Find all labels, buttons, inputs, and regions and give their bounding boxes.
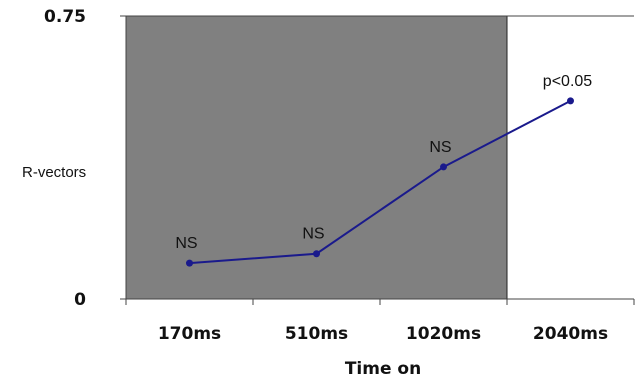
data-point — [567, 97, 574, 105]
x-tick-label: 2040ms — [533, 324, 608, 344]
data-points — [186, 97, 574, 267]
data-point — [313, 250, 320, 258]
x-tick-label: 170ms — [158, 324, 221, 344]
x-tick-label: 510ms — [285, 324, 348, 344]
data-annotation: p<0.05 — [543, 73, 592, 90]
x-ticks: 170ms 510ms 1020ms 2040ms — [125, 299, 635, 344]
y-ticks: 00.75 — [44, 7, 126, 310]
y-tick-label: 0 — [74, 290, 86, 310]
x-axis-title: Time on — [345, 359, 421, 379]
data-point — [186, 259, 193, 267]
data-annotation: NS — [175, 235, 197, 252]
data-point — [440, 163, 447, 171]
x-tick-label: 1020ms — [406, 324, 481, 344]
y-axis-label: R-vectors — [22, 164, 86, 181]
data-annotation: NS — [302, 226, 324, 243]
series-line — [189, 100, 571, 265]
y-tick-label: 0.75 — [44, 7, 86, 27]
annotations: NS NS NS p<0.05 — [175, 73, 592, 252]
data-annotation: NS — [429, 139, 451, 156]
